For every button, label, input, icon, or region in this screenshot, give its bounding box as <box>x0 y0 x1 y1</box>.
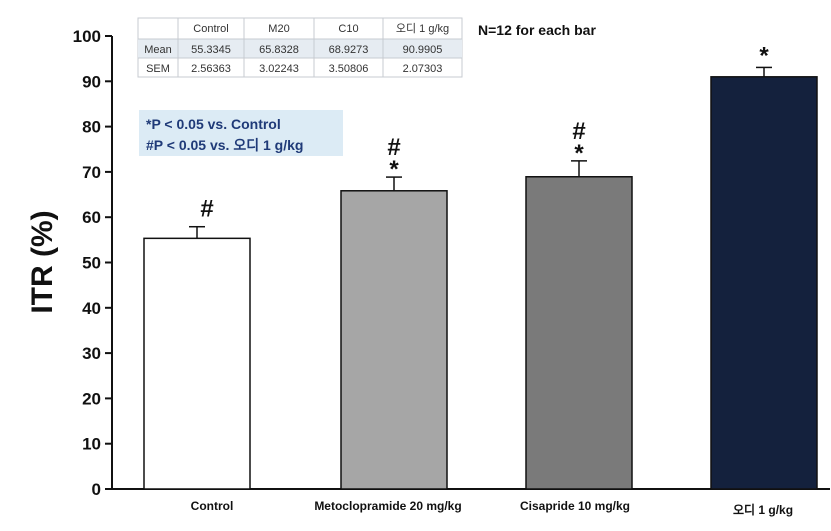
x-category-label: Metoclopramide 20 mg/kg <box>314 499 461 513</box>
significance-hash: # <box>387 134 400 161</box>
x-category-label: Control <box>191 499 234 513</box>
x-category-label: 오디 1 g/kg <box>733 502 793 517</box>
y-tick-label: 70 <box>82 163 101 182</box>
x-category-label: Cisapride 10 mg/kg <box>520 499 630 513</box>
significance-star: * <box>574 140 584 167</box>
bars: Control#Metoclopramide 20 mg/kg*#Cisapri… <box>143 42 818 517</box>
legend-box <box>139 110 343 156</box>
table-cell: 65.8328 <box>259 44 299 56</box>
stats-table: Control M20 C10 오디 1 g/kg Mean 55.3345 65.8328… <box>137 17 463 78</box>
legend-line-control: *P < 0.05 vs. Control <box>146 116 281 132</box>
bar-2 <box>340 190 448 490</box>
y-tick-label: 10 <box>82 435 101 454</box>
y-tick-label: 60 <box>82 208 101 227</box>
table-cell: 2.56363 <box>191 63 231 75</box>
bar-3 <box>525 176 633 490</box>
legend-line-odi: #P < 0.05 vs. 오디 1 g/kg <box>146 137 303 153</box>
significance-legend: *P < 0.05 vs. Control #P < 0.05 vs. 오디 1… <box>139 110 343 156</box>
table-row-shade <box>138 39 462 58</box>
significance-hash: # <box>200 196 213 223</box>
y-tick-label: 100 <box>73 27 101 46</box>
y-tick-label: 80 <box>82 118 101 137</box>
significance-hash: # <box>572 118 585 145</box>
table-cell: 3.50806 <box>329 63 369 75</box>
y-tick-label: 0 <box>92 480 101 499</box>
bar-4 <box>710 76 818 490</box>
table-cell: 55.3345 <box>191 44 231 56</box>
table-cell: 3.02243 <box>259 63 299 75</box>
y-tick-label: 50 <box>82 254 101 273</box>
y-tick-label: 90 <box>82 72 101 91</box>
table-cell: SEM <box>146 63 170 75</box>
table-header-cell: M20 <box>268 23 289 35</box>
table-header-cell: 오디 1 g/kg <box>396 22 449 35</box>
table-header-cell: Control <box>193 23 228 35</box>
table-cell: 90.9905 <box>403 44 443 56</box>
significance-star: * <box>389 156 399 183</box>
table-cell: 2.07303 <box>403 63 443 75</box>
table-cell: Mean <box>144 44 172 56</box>
table-cell: 68.9273 <box>329 44 369 56</box>
y-axis-label: ITR (%) <box>26 210 59 313</box>
bar-1 <box>143 237 251 490</box>
sample-size-note: N=12 for each bar <box>478 22 596 38</box>
y-tick-label: 20 <box>82 389 101 408</box>
y-tick-label: 30 <box>82 344 101 363</box>
table-header-cell: C10 <box>338 23 358 35</box>
significance-star: * <box>759 42 769 69</box>
y-tick-label: 40 <box>82 299 101 318</box>
